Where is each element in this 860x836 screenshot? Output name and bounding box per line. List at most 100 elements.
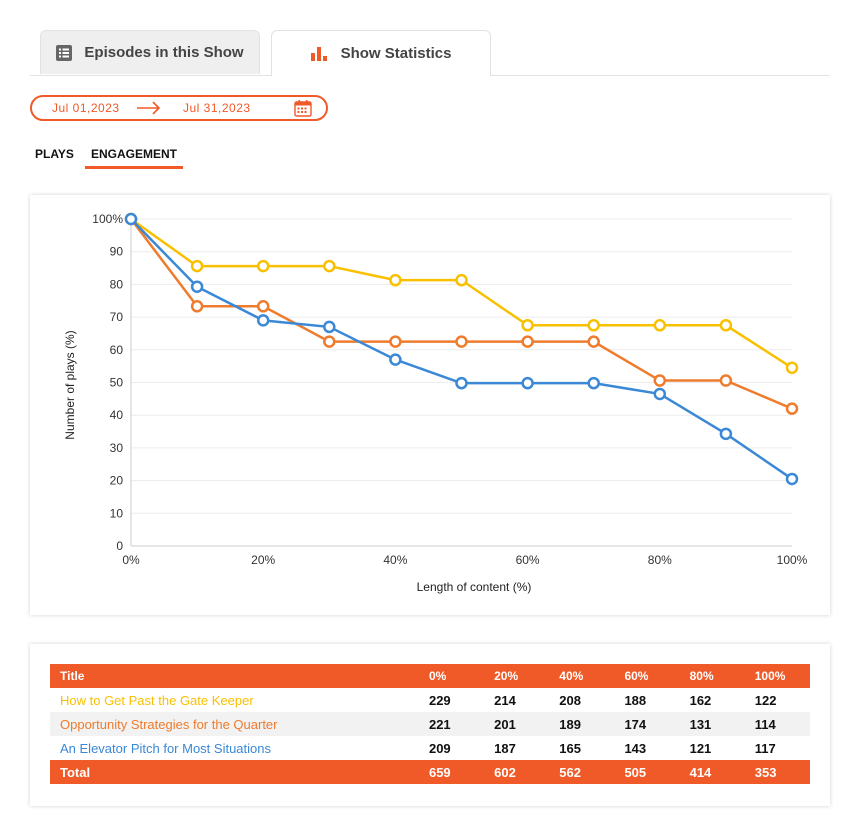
list-icon (56, 44, 73, 61)
y-tick-label: 40 (110, 408, 124, 422)
total-cell: 562 (559, 764, 581, 780)
calendar-icon[interactable] (294, 99, 312, 120)
column-header: Title (60, 669, 85, 683)
y-tick-label: 100% (92, 212, 123, 226)
x-tick-label: 40% (383, 553, 407, 567)
data-point[interactable] (653, 374, 667, 387)
y-tick-label: 0 (116, 539, 123, 553)
y-tick-label: 10 (110, 506, 124, 520)
total-cell: 659 (428, 764, 451, 780)
arrow-right-icon (136, 98, 162, 121)
total-cell: 505 (624, 764, 647, 780)
series-line (130, 218, 793, 480)
grid-lines (130, 218, 792, 547)
x-tick-label: 20% (251, 553, 275, 567)
table-cell: 131 (689, 716, 712, 732)
series-0 (124, 212, 799, 375)
bar-chart-icon (310, 46, 329, 61)
data-point[interactable] (455, 376, 468, 390)
data-point[interactable] (719, 427, 733, 441)
data-point[interactable] (389, 353, 402, 366)
table-row: How to Get Past the Gate Keeper 229 214 208… (50, 688, 810, 712)
y-tick-label: 90 (110, 245, 124, 259)
data-point[interactable] (719, 319, 733, 332)
table-cell: 187 (494, 740, 516, 756)
data-point[interactable] (785, 361, 799, 375)
data-point[interactable] (587, 319, 600, 332)
date-range-picker[interactable]: Jul 01,2023 Jul 31,2023 (30, 95, 328, 121)
table-cell: 208 (559, 692, 581, 708)
data-point[interactable] (323, 259, 336, 273)
data-point[interactable] (587, 376, 600, 390)
table-cell: 117 (754, 740, 776, 756)
y-tick-labels: 0 10 20 30 40 50 60 70 80 90 100% (92, 212, 123, 553)
x-tick-label: 80% (648, 553, 672, 567)
series-2 (124, 212, 799, 486)
data-point[interactable] (455, 335, 468, 348)
series-group (124, 212, 799, 486)
engagement-chart: 0 10 20 30 40 50 60 70 80 90 100% 0% 20% 40% 60% 80% 10… (63, 212, 808, 594)
table-cell: 165 (559, 740, 581, 756)
data-point[interactable] (389, 335, 402, 348)
table-cell: 229 (428, 692, 451, 708)
engagement-table: Title 0% 20% 40% 60% 80% 100% How to Get Past … (50, 664, 810, 784)
data-point[interactable] (124, 212, 138, 226)
episode-title-link[interactable]: An Elevator Pitch for Most Situations (60, 740, 271, 756)
data-point[interactable] (521, 319, 534, 332)
data-point[interactable] (256, 259, 270, 273)
x-axis-label: Length of content (%) (417, 580, 532, 594)
y-tick-label: 60 (110, 343, 124, 357)
total-cell: 353 (754, 764, 777, 780)
table-panel: Title 0% 20% 40% 60% 80% 100% How to Get Past … (30, 644, 830, 806)
x-tick-label: 100% (777, 553, 808, 567)
end-date[interactable]: Jul 31,2023 (183, 101, 251, 115)
data-point[interactable] (653, 319, 667, 332)
y-tick-label: 20 (110, 474, 124, 488)
data-point[interactable] (785, 472, 799, 486)
episode-title-link[interactable]: How to Get Past the Gate Keeper (60, 692, 254, 708)
active-subtab-indicator (85, 166, 183, 169)
table-cell: 122 (754, 692, 777, 708)
table-row: Opportunity Strategies for the Quarter 22… (50, 712, 810, 736)
column-header: 20% (494, 669, 519, 683)
data-point[interactable] (521, 335, 534, 348)
table-header-row: Title 0% 20% 40% 60% 80% 100% (50, 664, 810, 688)
table-total-row: Total 659 602 562 505 414 353 (50, 760, 810, 784)
data-point[interactable] (587, 335, 600, 348)
episode-title-link[interactable]: Opportunity Strategies for the Quarter (60, 716, 278, 732)
data-point[interactable] (190, 259, 204, 273)
table-cell: 121 (689, 740, 712, 756)
table-cell: 114 (754, 716, 776, 732)
tab-statistics[interactable]: Show Statistics (271, 30, 491, 76)
subtab-plays[interactable]: PLAYS (35, 147, 74, 161)
chart-panel: 0 10 20 30 40 50 60 70 80 90 100% 0% 20% 40% 60% 80% 10… (30, 195, 830, 615)
table-cell: 174 (624, 716, 647, 732)
tab-episodes[interactable]: Episodes in this Show (40, 30, 260, 74)
subtab-engagement[interactable]: ENGAGEMENT (91, 147, 178, 161)
column-header: 0% (428, 669, 447, 683)
total-label: Total (60, 764, 91, 780)
table-cell: 189 (559, 716, 581, 732)
data-point[interactable] (719, 374, 733, 387)
data-point[interactable] (323, 335, 336, 348)
x-tick-label: 0% (122, 553, 140, 567)
y-tick-label: 30 (110, 441, 124, 455)
data-point[interactable] (256, 300, 270, 313)
column-header: 80% (689, 669, 714, 683)
data-point[interactable] (653, 387, 667, 401)
data-point[interactable] (190, 280, 204, 293)
data-point[interactable] (521, 376, 534, 390)
data-point[interactable] (455, 273, 468, 287)
data-point[interactable] (389, 273, 402, 287)
data-point[interactable] (256, 314, 270, 327)
y-tick-label: 70 (110, 310, 124, 324)
data-point[interactable] (785, 402, 799, 415)
data-point[interactable] (323, 320, 336, 334)
column-header: 100% (754, 669, 786, 683)
tab-bar: Episodes in this Show Show Statistics (30, 30, 830, 76)
start-date[interactable]: Jul 01,2023 (52, 101, 120, 115)
data-point[interactable] (190, 300, 204, 313)
y-tick-label: 80 (110, 277, 124, 291)
tab-statistics-label: Show Statistics (340, 45, 452, 62)
column-header: 40% (559, 669, 584, 683)
